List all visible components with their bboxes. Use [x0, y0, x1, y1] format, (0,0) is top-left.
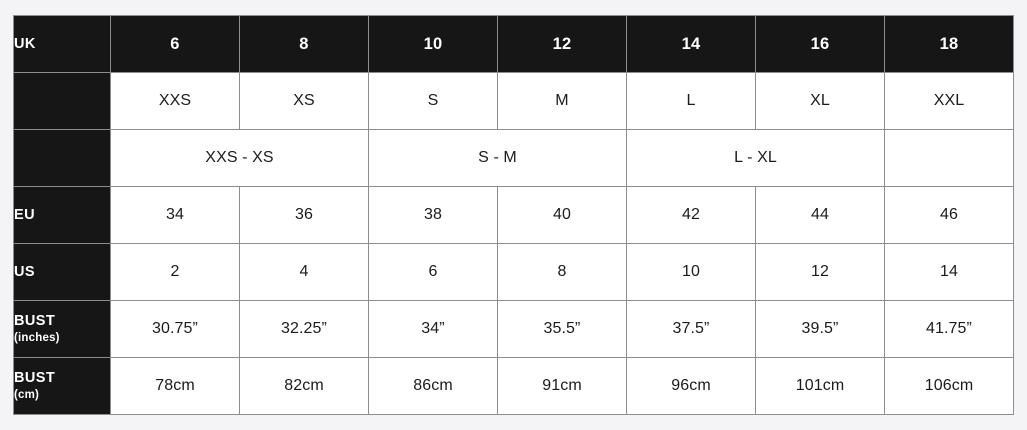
- data-cell: XS: [239, 72, 369, 130]
- data-cell: 78cm: [110, 357, 240, 415]
- data-cell: XXL: [884, 72, 1014, 130]
- data-cell: 6: [368, 243, 498, 301]
- data-cell: 30.75”: [110, 300, 240, 358]
- header-size-16: 16: [755, 15, 885, 73]
- header-size-10: 10: [368, 15, 498, 73]
- data-cell: 38: [368, 186, 498, 244]
- data-cell: 101cm: [755, 357, 885, 415]
- data-cell: 44: [755, 186, 885, 244]
- size-chart-table: UK 6 8 10 12 14 16 18 XXS XS S M L XL XXL XXS -…: [13, 15, 1014, 415]
- data-cell: S: [368, 72, 498, 130]
- table-row: US 2 4 6 8 10 12 14: [13, 243, 1014, 301]
- table-row: BUST (inches) 30.75” 32.25” 34” 35.5” 37.5” 39.…: [13, 300, 1014, 358]
- data-cell: 42: [626, 186, 756, 244]
- header-label-uk: UK: [13, 15, 111, 73]
- data-cell: 8: [497, 243, 627, 301]
- data-cell: 106cm: [884, 357, 1014, 415]
- size-chart-container: UK 6 8 10 12 14 16 18 XXS XS S M L XL XXL XXS -…: [13, 15, 1014, 415]
- data-cell: L - XL: [626, 129, 885, 187]
- data-cell: 39.5”: [755, 300, 885, 358]
- table-head: UK 6 8 10 12 14 16 18: [13, 15, 1014, 73]
- data-cell: 34: [110, 186, 240, 244]
- table-row: BUST (cm) 78cm 82cm 86cm 91cm 96cm 101cm 106cm: [13, 357, 1014, 415]
- header-size-18: 18: [884, 15, 1014, 73]
- table-row: XXS XS S M L XL XXL: [13, 72, 1014, 130]
- data-cell: 32.25”: [239, 300, 369, 358]
- table-header-row: UK 6 8 10 12 14 16 18: [13, 15, 1014, 73]
- table-row: EU 34 36 38 40 42 44 46: [13, 186, 1014, 244]
- row-label-unit: (cm): [14, 389, 40, 402]
- row-label-eu: EU: [13, 186, 111, 244]
- data-cell: 96cm: [626, 357, 756, 415]
- data-cell: 34”: [368, 300, 498, 358]
- data-cell: M: [497, 72, 627, 130]
- data-cell: 46: [884, 186, 1014, 244]
- data-cell: 4: [239, 243, 369, 301]
- data-cell: 35.5”: [497, 300, 627, 358]
- data-cell: 2: [110, 243, 240, 301]
- data-cell: XXS - XS: [110, 129, 369, 187]
- data-cell: S - M: [368, 129, 627, 187]
- data-cell: 91cm: [497, 357, 627, 415]
- row-label-unit: (inches): [14, 332, 60, 345]
- data-cell: XXS: [110, 72, 240, 130]
- row-label-bust-cm: BUST (cm): [13, 357, 111, 415]
- header-size-12: 12: [497, 15, 627, 73]
- data-cell: 40: [497, 186, 627, 244]
- data-cell: 14: [884, 243, 1014, 301]
- data-cell: 12: [755, 243, 885, 301]
- data-cell: 86cm: [368, 357, 498, 415]
- header-size-8: 8: [239, 15, 369, 73]
- data-cell: XL: [755, 72, 885, 130]
- data-cell: 10: [626, 243, 756, 301]
- row-label-us: US: [13, 243, 111, 301]
- row-label-blank: [13, 129, 111, 187]
- row-label-blank: [13, 72, 111, 130]
- data-cell-empty: [884, 129, 1014, 187]
- header-size-6: 6: [110, 15, 240, 73]
- header-size-14: 14: [626, 15, 756, 73]
- row-label-bust-inches: BUST (inches): [13, 300, 111, 358]
- data-cell: 37.5”: [626, 300, 756, 358]
- data-cell: L: [626, 72, 756, 130]
- data-cell: 36: [239, 186, 369, 244]
- data-cell: 82cm: [239, 357, 369, 415]
- data-cell: 41.75”: [884, 300, 1014, 358]
